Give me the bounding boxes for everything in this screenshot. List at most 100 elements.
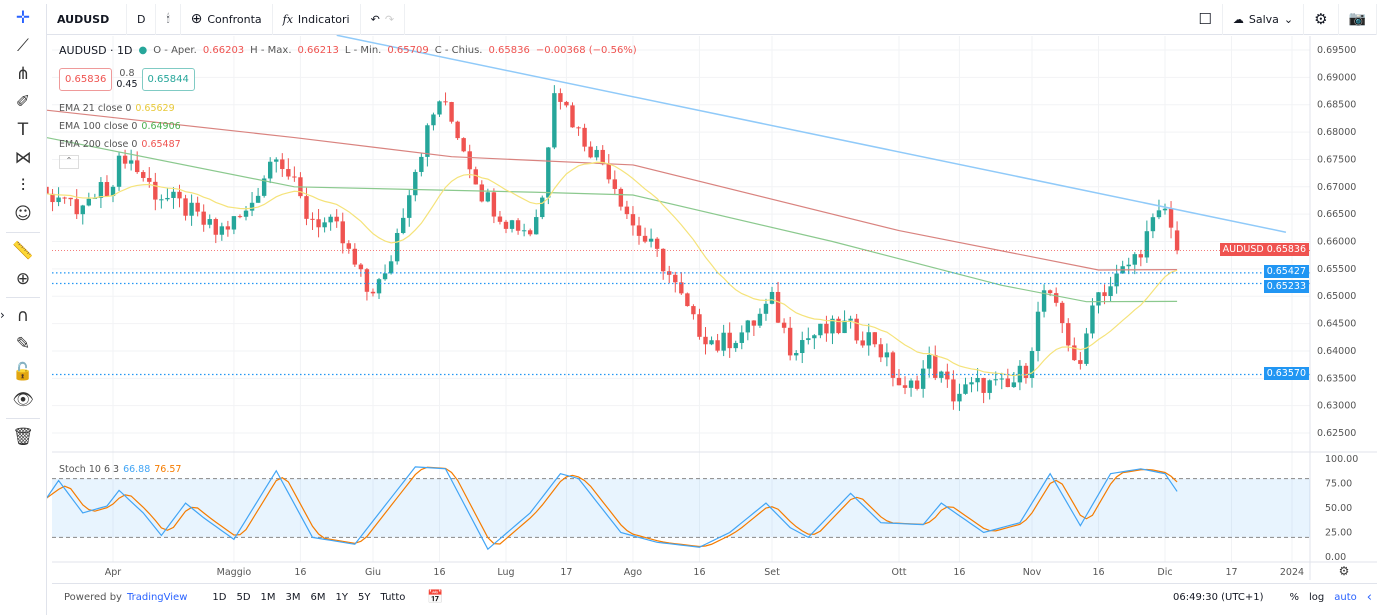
candle-body — [1011, 382, 1017, 388]
compare-button[interactable]: ⊕ Confronta — [181, 3, 273, 35]
pitchfork-icon[interactable]: ⋔ — [15, 64, 31, 84]
collapse-legend-button[interactable]: ⌃ — [59, 155, 79, 169]
brush-icon[interactable]: ✐ — [15, 92, 31, 112]
indicators-button[interactable]: fx Indicatori — [273, 3, 361, 35]
chevron-left-icon[interactable]: ‹ — [1366, 589, 1372, 605]
clock[interactable]: 06:49:30 (UTC+1) — [1173, 591, 1264, 603]
date-range-icon[interactable]: 📅 — [427, 589, 444, 605]
fx-icon: fx — [282, 12, 293, 26]
trash-icon[interactable]: 🗑 — [12, 427, 34, 447]
percent-toggle[interactable]: % — [1289, 591, 1300, 603]
log-toggle[interactable]: log — [1309, 591, 1325, 603]
buy-button[interactable]: 0.65844 — [141, 67, 195, 91]
candle-body — [364, 269, 370, 292]
interval-button[interactable]: D — [127, 3, 157, 35]
candle-body — [933, 354, 938, 378]
candle-body — [1144, 231, 1150, 258]
candle-body — [642, 235, 648, 242]
candle-body — [781, 322, 787, 328]
pattern-icon[interactable]: ⋈ — [14, 148, 32, 168]
range-1m[interactable]: 1M — [260, 591, 276, 603]
zoom-in-icon[interactable]: ⊕ — [15, 269, 31, 289]
crosshair-icon[interactable]: ✛ — [15, 8, 31, 28]
range-tutto[interactable]: Tutto — [380, 591, 406, 603]
candle-body — [382, 273, 388, 280]
candle-body — [1072, 345, 1077, 361]
chart-type-button[interactable]: 🕯 — [156, 3, 181, 35]
candle-body — [830, 318, 835, 334]
candle-body — [733, 342, 738, 349]
candle-body — [243, 210, 249, 217]
candle-body — [769, 291, 775, 304]
candle-body — [800, 340, 805, 354]
candle-body — [715, 340, 720, 351]
price-tick-label: 0.68000 — [1317, 127, 1356, 138]
forecast-icon[interactable]: ⫶ — [20, 176, 26, 196]
candle-body — [274, 159, 279, 162]
ema-21-legend[interactable]: EMA 21 close 0 0.65629 — [59, 102, 175, 114]
tradingview-link[interactable]: TradingView — [126, 591, 188, 603]
price-tick-label: 0.64500 — [1317, 319, 1356, 330]
ema-200-line — [46, 109, 1178, 271]
stoch-legend[interactable]: Stoch 10 6 3 66.88 76.57 — [59, 464, 182, 475]
time-tick-label: 16 — [433, 567, 445, 578]
range-1d[interactable]: 1D — [212, 591, 227, 603]
auto-toggle[interactable]: auto — [1334, 591, 1357, 603]
time-axis-settings-icon[interactable]: ⚙ — [1339, 564, 1350, 578]
candle-body — [207, 219, 212, 225]
text-tool-icon[interactable]: T — [17, 120, 29, 140]
range-6m[interactable]: 6M — [310, 591, 326, 603]
candle-body — [818, 323, 823, 336]
price-tick-label: 0.64000 — [1317, 346, 1356, 357]
candle-body — [703, 336, 708, 345]
eye-icon[interactable]: 👁 — [12, 390, 34, 410]
magnet-icon[interactable]: ∩ — [16, 306, 30, 326]
current-price-label: AUDUSD 0.65836 — [1219, 243, 1309, 256]
candle-body — [503, 221, 509, 229]
drawing-toolbar: ✛ ⟋ ⋔ ✐ T ⋈ ⫶ ☺ 📏 ⊕ ∩ ✎ 🔓 👁 🗑 — [0, 4, 47, 615]
candle-body — [56, 197, 61, 203]
range-3m[interactable]: 3M — [285, 591, 301, 603]
candle-body — [310, 218, 315, 220]
candle-body — [213, 219, 218, 235]
candle-body — [255, 195, 261, 203]
trend-line — [336, 34, 1287, 233]
candle-body — [1138, 254, 1144, 258]
redo-icon[interactable]: ↷ — [384, 12, 395, 26]
candle-body — [987, 380, 992, 393]
undo-button[interactable]: ↶ ↷ — [361, 3, 406, 35]
candle-body — [612, 179, 618, 189]
candle-body — [74, 199, 79, 215]
emoji-icon[interactable]: ☺ — [14, 204, 32, 224]
candle-body — [437, 101, 442, 115]
candle-body — [866, 332, 871, 346]
fullscreen-button[interactable]: ☐ — [1188, 3, 1223, 35]
candle-body — [358, 264, 364, 270]
sell-button[interactable]: 0.65836 — [59, 67, 113, 91]
ema-100-legend[interactable]: EMA 100 close 0 0.64906 — [59, 120, 181, 132]
collapse-arrow-icon[interactable]: › — [0, 308, 5, 322]
save-button[interactable]: ☁ Salva ⌄ — [1223, 3, 1305, 35]
trendline-tool-icon[interactable]: ⟋ — [17, 36, 29, 56]
candle-body — [763, 303, 769, 314]
candle-body — [600, 149, 605, 165]
stay-drawing-icon[interactable]: ✎ — [15, 334, 31, 354]
lock-icon[interactable]: 🔓 — [12, 362, 34, 382]
time-tick-label: Nov — [1023, 567, 1042, 578]
candle-body — [425, 125, 430, 157]
settings-button[interactable]: ⚙ — [1304, 3, 1339, 35]
screenshot-button[interactable]: 📷 — [1339, 3, 1377, 35]
candle-body — [449, 102, 454, 122]
candle-body — [376, 279, 382, 294]
candles-icon: 🕯 — [166, 12, 170, 25]
range-5y[interactable]: 5Y — [358, 591, 371, 603]
symbol-search-button[interactable]: AUDUSD — [47, 3, 127, 35]
range-5d[interactable]: 5D — [236, 591, 251, 603]
range-1y[interactable]: 1Y — [335, 591, 348, 603]
ema-200-legend[interactable]: EMA 200 close 0 0.65487 — [59, 138, 181, 150]
ruler-icon[interactable]: 📏 — [12, 241, 34, 261]
candle-body — [618, 188, 624, 207]
candle-body — [679, 282, 684, 294]
candle-body — [1041, 290, 1047, 312]
